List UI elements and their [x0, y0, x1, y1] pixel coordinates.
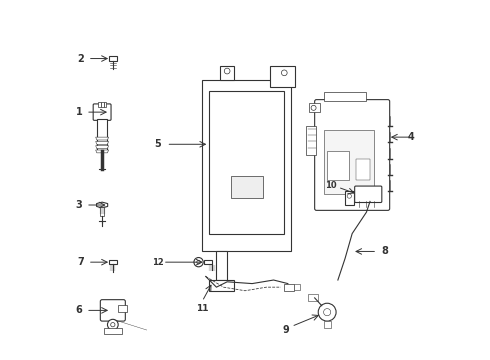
Text: 7: 7 [77, 257, 84, 267]
Circle shape [194, 257, 203, 267]
Bar [270, 66, 295, 87]
Text: 1: 1 [75, 107, 82, 117]
Circle shape [224, 68, 230, 74]
Text: 11: 11 [196, 304, 208, 313]
Circle shape [347, 194, 351, 198]
Text: 2: 2 [77, 54, 84, 64]
Bar [100, 207, 104, 216]
FancyBboxPatch shape [355, 186, 382, 203]
Text: 9: 9 [283, 325, 290, 335]
Polygon shape [96, 150, 109, 153]
Text: 5: 5 [154, 139, 161, 149]
Bar [109, 57, 117, 61]
Circle shape [197, 260, 200, 264]
Bar [98, 103, 100, 107]
Bar [323, 321, 331, 328]
Circle shape [318, 303, 336, 321]
Bar [103, 103, 106, 107]
Bar [327, 152, 348, 180]
Text: 3: 3 [75, 200, 82, 210]
Bar [356, 158, 370, 180]
Bar [209, 91, 284, 234]
Bar [109, 260, 117, 264]
Text: 8: 8 [381, 247, 388, 256]
FancyBboxPatch shape [315, 100, 390, 210]
Bar [323, 130, 373, 194]
Bar [323, 93, 367, 102]
Polygon shape [96, 141, 109, 144]
Bar [231, 176, 263, 198]
Bar [100, 103, 103, 107]
Bar [118, 305, 127, 312]
Bar [220, 66, 234, 80]
Circle shape [281, 70, 287, 76]
Bar [294, 284, 300, 290]
Polygon shape [97, 202, 108, 208]
Bar [345, 191, 354, 205]
Bar [209, 280, 234, 291]
Bar [97, 119, 107, 152]
Text: 6: 6 [75, 305, 82, 315]
FancyBboxPatch shape [93, 104, 111, 120]
Polygon shape [96, 146, 109, 149]
Circle shape [311, 105, 316, 111]
FancyBboxPatch shape [100, 300, 125, 321]
Polygon shape [96, 137, 109, 140]
Bar [309, 103, 320, 112]
Circle shape [107, 319, 118, 330]
Bar [306, 126, 317, 155]
Text: 4: 4 [408, 132, 415, 142]
Circle shape [323, 309, 331, 316]
Text: 10: 10 [325, 181, 337, 190]
Circle shape [111, 323, 115, 327]
Bar [202, 80, 292, 251]
Bar [104, 328, 122, 334]
Bar [217, 251, 227, 280]
Bar [204, 260, 212, 264]
Bar [308, 294, 318, 301]
Bar [284, 284, 294, 291]
Text: 12: 12 [151, 258, 163, 267]
